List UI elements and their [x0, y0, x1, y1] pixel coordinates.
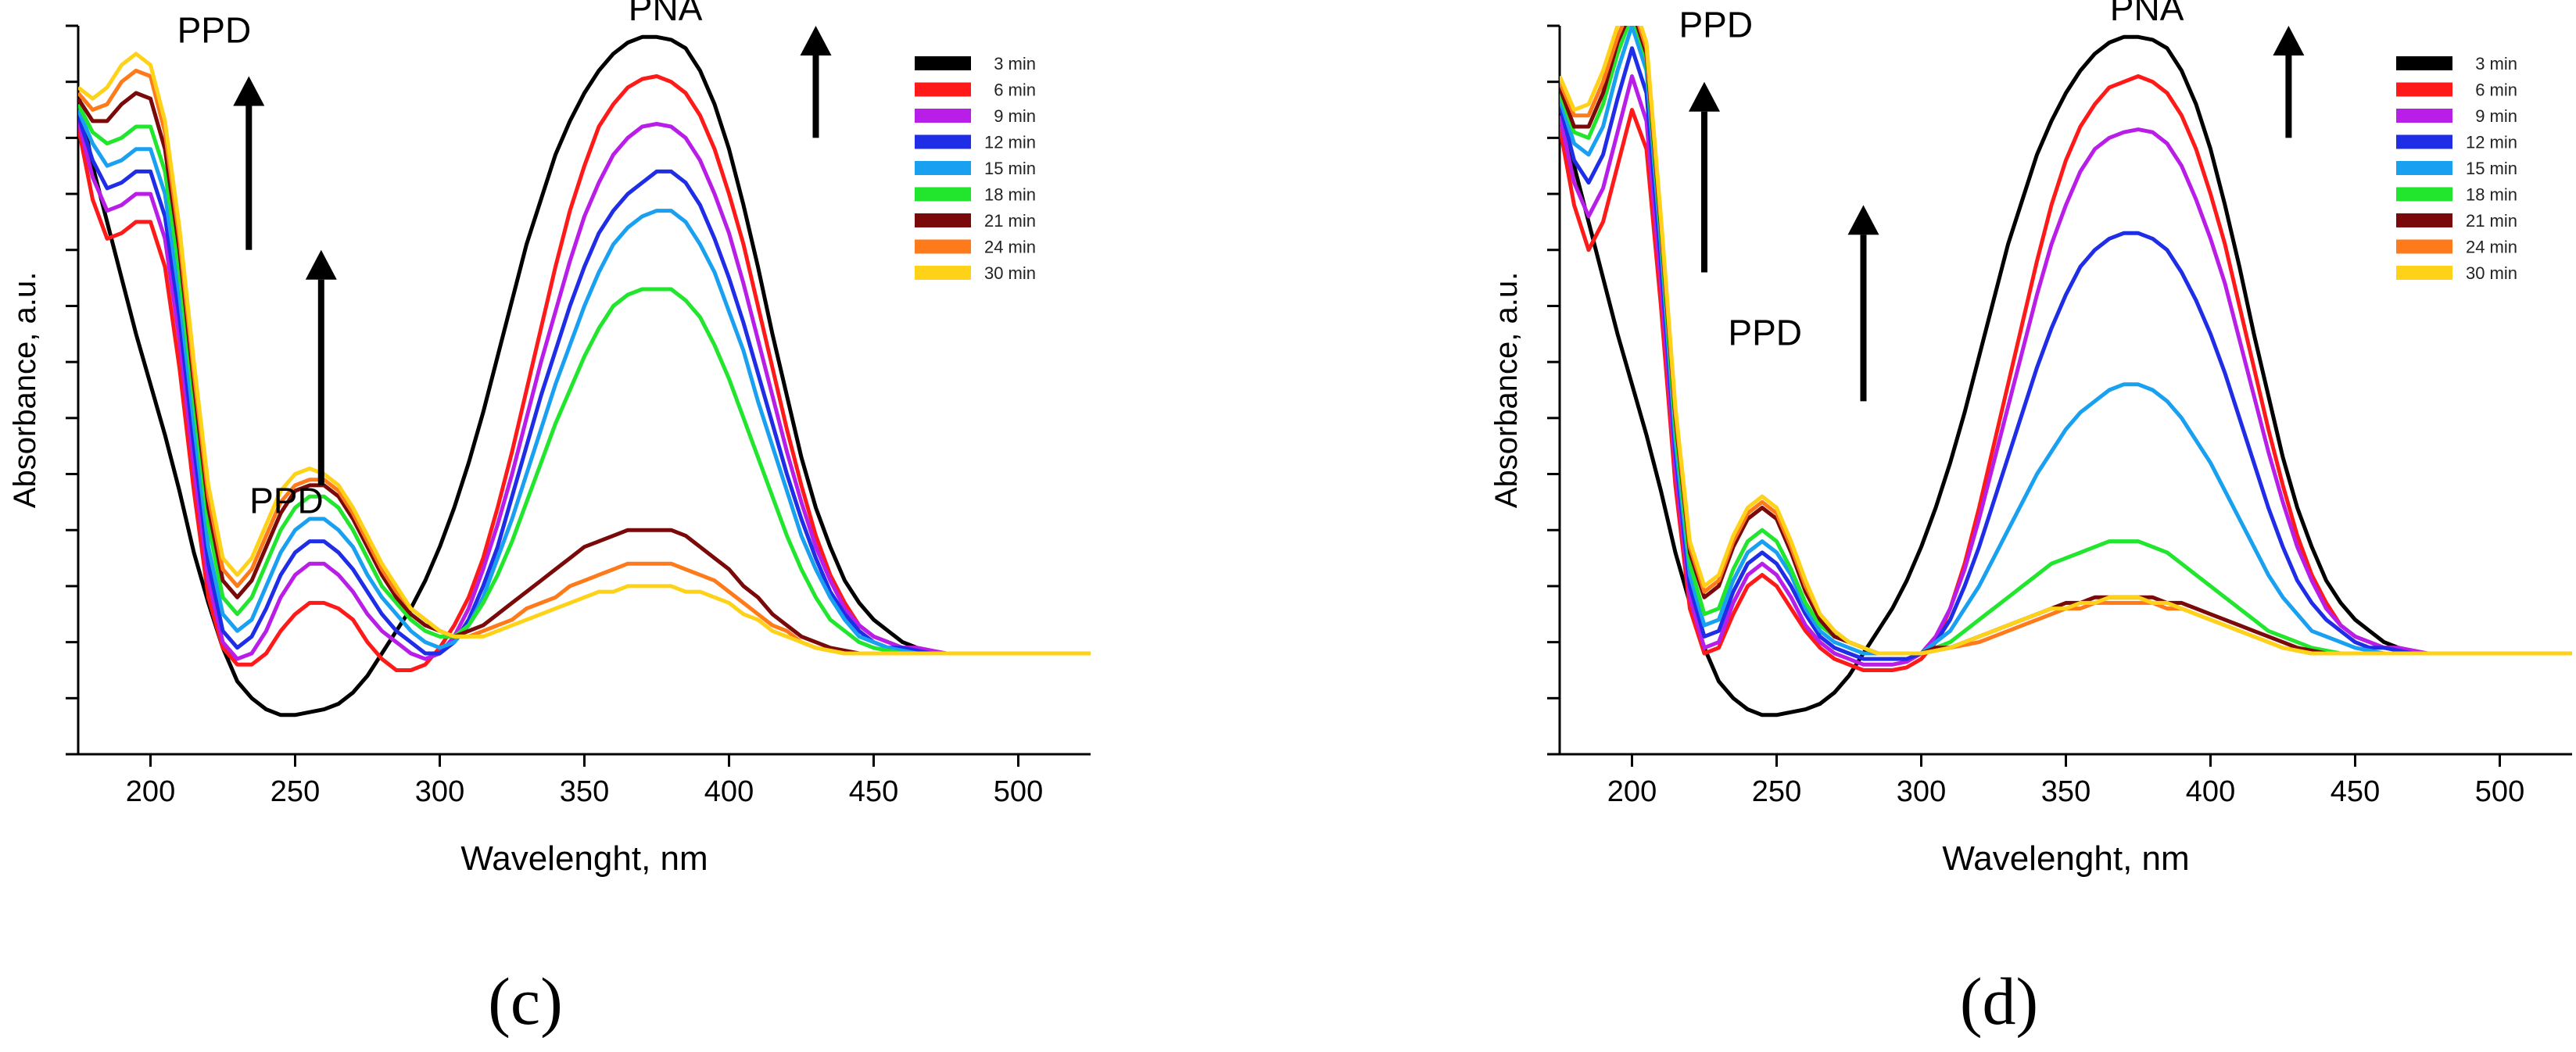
panel-0: 200 250 300 350 400 450 500 Wavelenght, nm Absor… [8, 0, 1091, 1039]
legend-swatch [915, 134, 971, 149]
arrow-down-head [800, 26, 832, 55]
legend-label: 9 min [2475, 106, 2517, 126]
legend-label: 30 min [2466, 263, 2517, 283]
legend-label: 21 min [2466, 211, 2517, 231]
legend-swatch [2396, 134, 2452, 149]
annotation-ppd: PPD [1728, 313, 1802, 353]
series-line-18-min [78, 103, 1091, 656]
panel-caption: (d) [1960, 964, 2038, 1039]
annotation-pna: PNA [2110, 0, 2184, 28]
x-tick-label: 400 [704, 775, 754, 808]
legend-label: 18 min [984, 185, 1036, 205]
legend-label: 18 min [2466, 185, 2517, 205]
x-axis-label: Wavelenght, nm [460, 839, 708, 878]
series-group [1560, 26, 2572, 717]
arrow-down-head [2273, 26, 2305, 55]
x-tick-label: 300 [415, 775, 464, 808]
panel-1: 200 250 300 350 400 450 500 Wavelenght, nm Absor… [1489, 0, 2572, 1039]
legend-swatch [915, 109, 971, 123]
x-axis-label: Wavelenght, nm [1942, 839, 2189, 878]
arrow-up-head [305, 249, 337, 280]
x-tick-label: 450 [2331, 775, 2380, 808]
x-tick-label: 300 [1897, 775, 1946, 808]
legend-label: 15 min [984, 159, 1036, 178]
legend-label: 24 min [984, 238, 1036, 257]
legend-label: 3 min [2475, 54, 2517, 73]
legend-swatch [915, 266, 971, 280]
legend-label: 30 min [984, 263, 1036, 283]
y-axis-label: Absorbance, a.u. [8, 272, 42, 508]
legend-label: 24 min [2466, 238, 2517, 257]
legend-swatch [2396, 213, 2452, 227]
x-tick-label: 500 [2475, 775, 2524, 808]
legend-swatch [915, 239, 971, 254]
x-tick-label: 250 [270, 775, 320, 808]
legend-label: 6 min [994, 81, 1036, 100]
legend-swatch [915, 56, 971, 70]
panel-caption: (c) [488, 964, 562, 1039]
legend-swatch [2396, 239, 2452, 254]
x-tick-label: 350 [560, 775, 609, 808]
series-line-9-min [78, 120, 1091, 661]
series-line-30-min [78, 52, 1091, 656]
annotation-pna: PNA [629, 0, 703, 28]
x-tick-label: 200 [126, 775, 175, 808]
annotation-ppd: PPD [249, 481, 324, 521]
legend-swatch [915, 213, 971, 227]
series-group [78, 34, 1091, 717]
legend-label: 15 min [2466, 159, 2517, 178]
arrow-up-head [1847, 205, 1879, 235]
legend-label: 6 min [2475, 81, 2517, 100]
series-line-9-min [1560, 74, 2572, 667]
arrow-up-head [1689, 81, 1720, 112]
legend-swatch [2396, 161, 2452, 175]
annotation-ppd: PPD [1679, 4, 1754, 45]
x-tick-label: 400 [2186, 775, 2235, 808]
series-line-30-min [1560, 26, 2572, 656]
legend-label: 3 min [994, 54, 1036, 73]
x-tick-label: 200 [1607, 775, 1657, 808]
legend-swatch [2396, 109, 2452, 123]
legend-swatch [915, 187, 971, 202]
annotation-ppd: PPD [177, 10, 252, 51]
arrow-up-head [233, 76, 265, 106]
x-tick-label: 350 [2041, 775, 2091, 808]
x-tick-label: 500 [994, 775, 1043, 808]
x-tick-label: 450 [849, 775, 898, 808]
legend-label: 12 min [984, 133, 1036, 152]
legend-swatch [915, 161, 971, 175]
y-axis-label: Absorbance, a.u. [1489, 272, 1524, 508]
legend-swatch [2396, 266, 2452, 280]
legend-label: 9 min [994, 106, 1036, 126]
legend-swatch [2396, 82, 2452, 97]
legend-label: 12 min [2466, 133, 2517, 152]
legend-swatch [2396, 187, 2452, 202]
legend-swatch [915, 82, 971, 97]
legend-swatch [2396, 56, 2452, 70]
legend-label: 21 min [984, 211, 1036, 231]
x-tick-label: 250 [1752, 775, 1801, 808]
